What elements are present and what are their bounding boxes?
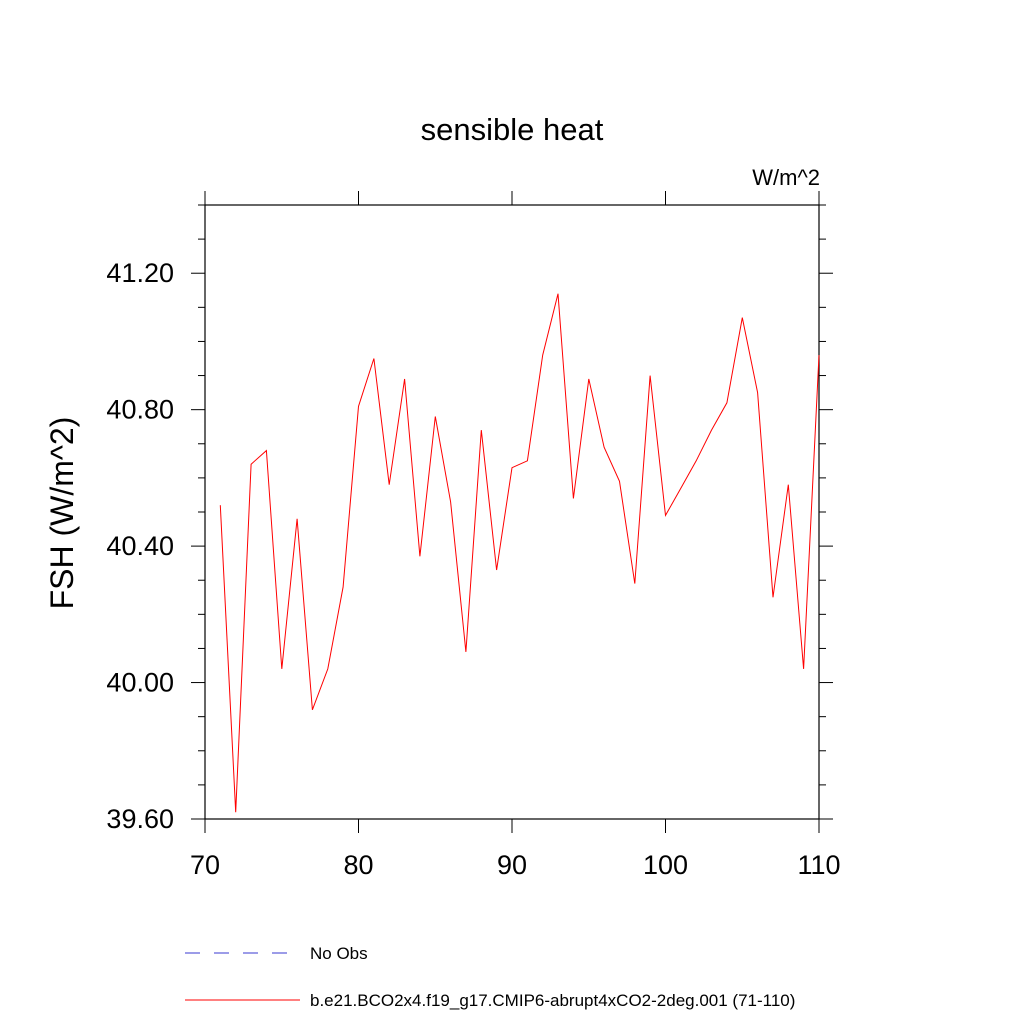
plot-frame xyxy=(204,204,820,820)
units-label: W/m^2 xyxy=(752,165,820,190)
legend-label-model: b.e21.BCO2x4.f19_g17.CMIP6-abrupt4xCO2-2… xyxy=(310,991,795,1010)
x-tick-labels: 70 80 90 100 110 xyxy=(190,850,841,880)
x-tick-label: 90 xyxy=(497,850,527,880)
chart-title: sensible heat xyxy=(421,112,604,147)
x-tick-label: 100 xyxy=(643,850,688,880)
y-tick-label: 39.60 xyxy=(106,804,174,834)
y-tick-label: 40.80 xyxy=(106,395,174,425)
y-tick-label: 40.40 xyxy=(106,531,174,561)
legend-label-no-obs: No Obs xyxy=(310,944,368,963)
series-line xyxy=(219,293,820,813)
x-tick-label: 80 xyxy=(343,850,373,880)
x-tick-label: 70 xyxy=(190,850,220,880)
legend: No Obs b.e21.BCO2x4.f19_g17.CMIP6-abrupt… xyxy=(185,944,795,1010)
y-tick-label: 41.20 xyxy=(106,258,174,288)
series-lines xyxy=(219,293,820,813)
x-tick-label: 110 xyxy=(797,850,840,880)
axis-ticks xyxy=(191,191,833,833)
y-tick-labels: 39.60 40.00 40.40 40.80 41.20 xyxy=(106,258,174,834)
y-tick-label: 40.00 xyxy=(106,668,174,698)
y-axis-label: FSH (W/m^2) xyxy=(44,417,80,610)
